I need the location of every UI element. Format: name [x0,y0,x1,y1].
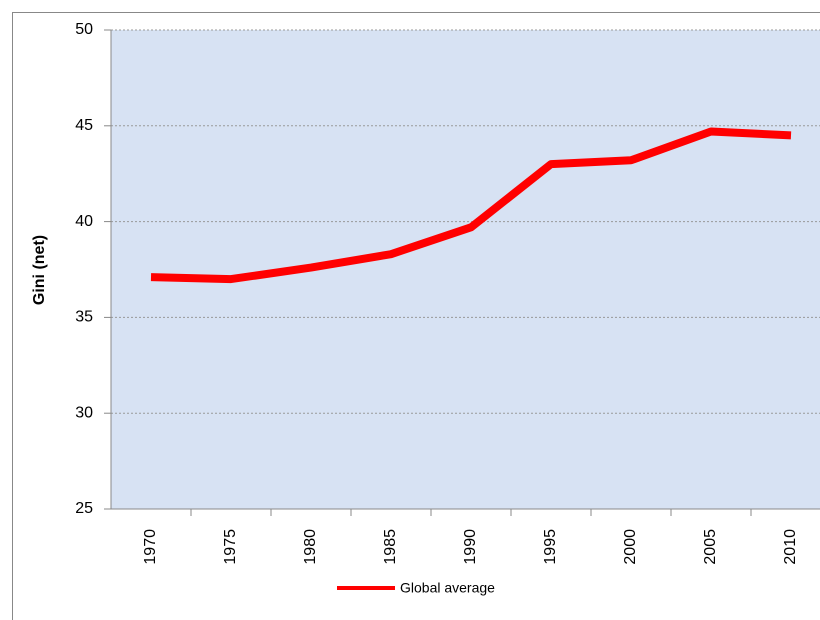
x-tick-label: 1985 [382,529,399,565]
x-tick-label: 1995 [542,529,559,565]
y-tick-label: 50 [75,21,93,38]
y-tick-label: 35 [75,309,93,326]
legend-label: Global average [400,580,495,596]
x-tick-label: 1980 [302,529,319,565]
y-tick-label: 25 [75,500,93,517]
x-tick-label: 1975 [222,529,239,565]
x-tick-label: 1990 [462,529,479,565]
x-tick-label: 2000 [622,529,639,565]
x-tick-label: 2005 [702,529,719,565]
y-tick-label: 30 [75,404,93,421]
y-tick-label: 40 [75,213,93,230]
plot-area [111,30,820,509]
y-tick-label: 45 [75,117,93,134]
y-axis-label: Gini (net) [31,235,48,305]
data-line [150,127,792,284]
x-tick-label: 2010 [782,529,799,565]
x-tick-label: 1970 [142,529,159,565]
